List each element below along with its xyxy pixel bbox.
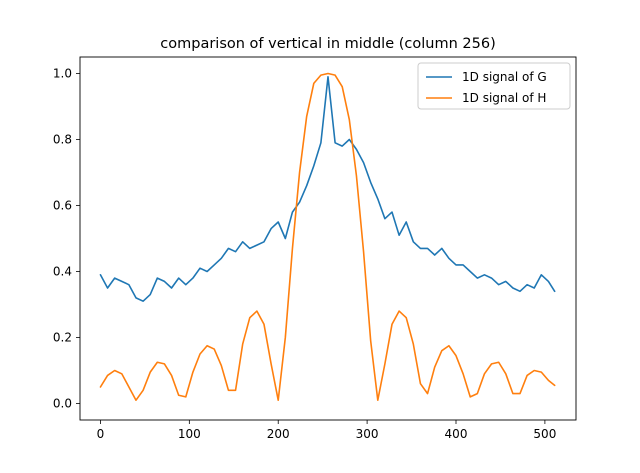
axes: 0 100 200 300 400 500 0.0 0.2 0.4 0.6 0.8 1.0 — [53, 67, 556, 442]
series-line-1 — [99, 76, 556, 303]
x-tick-label: 200 — [267, 427, 290, 441]
y-tick-label: 0.6 — [53, 199, 72, 213]
y-tick-label: 0.2 — [53, 331, 72, 345]
x-tick-label: 100 — [178, 427, 201, 441]
series-line-2 — [99, 72, 556, 402]
y-tick-label: 0.0 — [53, 397, 72, 411]
x-tick-label: 0 — [97, 427, 105, 441]
legend: 1D signal of G 1D signal of H — [417, 62, 571, 110]
y-tick-label: 0.8 — [53, 133, 72, 147]
y-tick-label: 0.4 — [53, 265, 72, 279]
x-tick-label: 500 — [533, 427, 556, 441]
x-tick-label: 300 — [356, 427, 379, 441]
x-tick-label: 400 — [445, 427, 468, 441]
y-tick-label: 1.0 — [53, 67, 72, 81]
series-layer — [99, 72, 556, 402]
plot-frame — [79, 56, 577, 421]
legend-label: 1D signal of H — [462, 91, 546, 105]
chart-title: comparison of vertical in middle (column… — [160, 36, 495, 52]
legend-label: 1D signal of G — [462, 70, 547, 84]
legend-box — [417, 62, 571, 110]
